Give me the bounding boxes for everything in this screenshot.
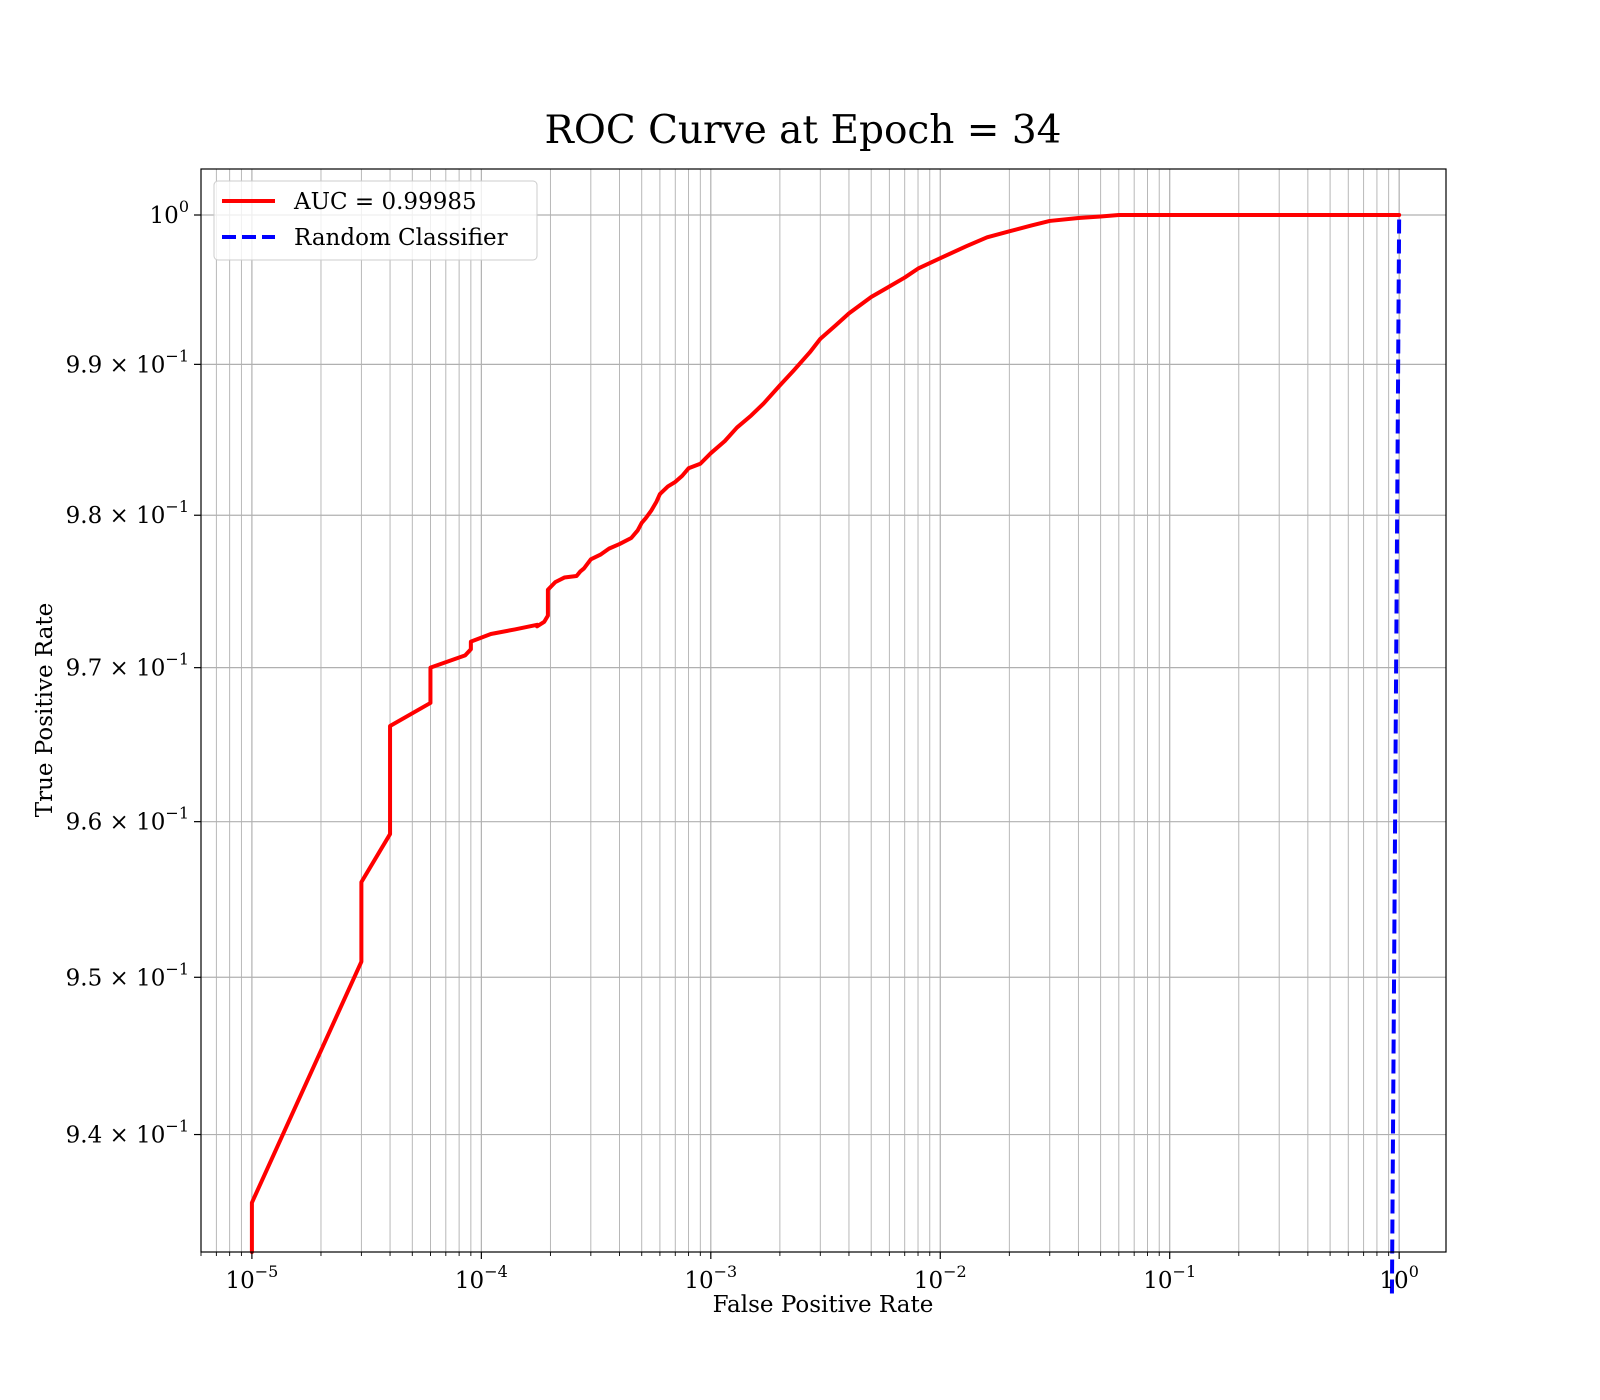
y-tick-label: 9.8 × 10−1 [66, 497, 189, 529]
x-tick-label: 10−1 [1143, 1262, 1196, 1294]
y-tick-label: 9.6 × 10−1 [66, 804, 189, 836]
legend: AUC = 0.99985 Random Classifier [213, 180, 538, 261]
y-tick-label: 9.5 × 10−1 [66, 959, 189, 991]
y-tick-label: 9.7 × 10−1 [66, 650, 189, 682]
x-tick-label: 100 [1379, 1262, 1418, 1294]
y-axis-label: True Positive Rate [32, 603, 58, 818]
plot-lines [249, 213, 1402, 1294]
chart-title: ROC Curve at Epoch = 34 [545, 108, 1062, 153]
x-tick-label: 10−5 [225, 1262, 278, 1294]
legend-label-random: Random Classifier [294, 225, 508, 251]
grid-lines [200, 169, 1446, 1252]
x-tick-label: 10−2 [914, 1262, 967, 1294]
x-axis-label: False Positive Rate [713, 1292, 934, 1318]
y-tick-label: 9.9 × 10−1 [66, 346, 189, 378]
legend-label-auc: AUC = 0.99985 [293, 189, 477, 215]
x-tick-label: 10−3 [684, 1262, 737, 1294]
y-tick-label: 100 [150, 197, 189, 229]
axis-ticks: 10−5 10−4 10−3 10−2 10−1 100 9.4 × 10−1 9.5 × 1… [66, 197, 1419, 1294]
x-tick-label: 10−4 [455, 1262, 508, 1294]
legend-box [213, 180, 538, 261]
plot-frame [200, 168, 1447, 1253]
roc-curve-line [249, 213, 1402, 1254]
y-tick-label: 9.4 × 10−1 [66, 1117, 189, 1149]
